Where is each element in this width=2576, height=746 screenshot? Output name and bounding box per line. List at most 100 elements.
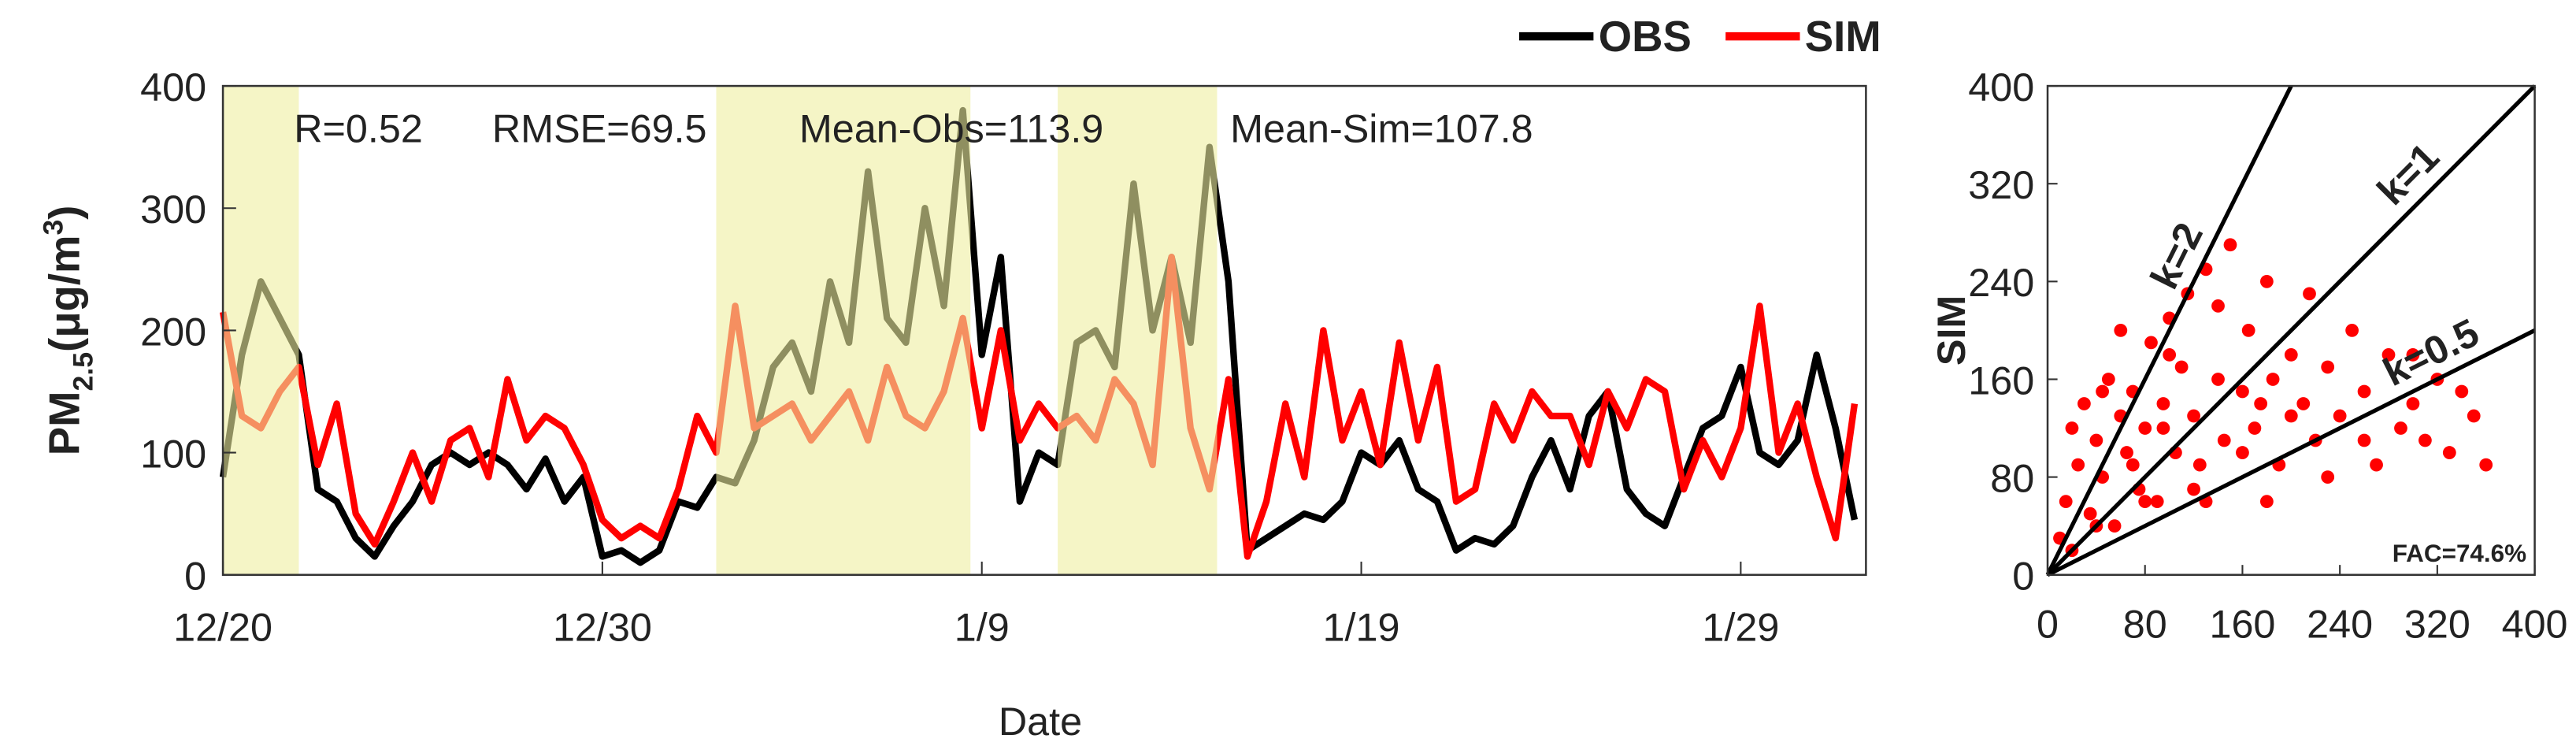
reference-line-label: k=1 [2368, 134, 2448, 213]
scatter-point [2083, 507, 2097, 521]
x-tick-label: 240 [2307, 601, 2373, 646]
scatter-point [2077, 397, 2091, 410]
scatter-point [2357, 384, 2371, 399]
x-tick-label: 80 [2123, 601, 2167, 646]
scatter-point [2259, 495, 2274, 509]
y-tick-label: 200 [140, 309, 206, 354]
scatter-point [2345, 324, 2359, 337]
scatter-point [2211, 373, 2225, 386]
y-tick-label: 80 [1990, 455, 2034, 500]
scatter-point [2284, 409, 2298, 423]
y-tick-label: 0 [2012, 554, 2034, 599]
scatter-point [2406, 397, 2420, 410]
y-tick-label: 320 [1968, 162, 2034, 207]
scatter-point [2187, 409, 2200, 423]
legend-label: SIM [1805, 13, 1881, 61]
scatter-point [2144, 336, 2158, 350]
stat-annotation: R=0.52 [294, 106, 423, 150]
scatter-point [2442, 446, 2456, 459]
y-label-base: PM [41, 391, 89, 455]
scatter-point [2150, 495, 2164, 509]
plot-frame [2046, 84, 2536, 576]
scatter-point [2254, 397, 2268, 410]
scatter-point [2126, 458, 2140, 472]
scatter-point [2357, 433, 2371, 447]
scatter-point [2107, 519, 2122, 533]
scatter-point [2156, 397, 2170, 410]
scatter-point [2479, 458, 2493, 472]
scatter-point [2394, 421, 2407, 435]
x-tick-label: 1/29 [1702, 605, 1779, 650]
y-tick-label: 400 [140, 65, 206, 109]
scatter-point [2418, 433, 2432, 447]
reference-line [2046, 84, 2537, 577]
y-tick-label: 0 [184, 554, 206, 599]
series-line [219, 106, 1859, 566]
reference-line-label: k=2 [2141, 216, 2211, 296]
reference-line [2046, 328, 2536, 577]
scatter-point [2223, 238, 2237, 252]
scatter-point [2381, 348, 2396, 362]
scatter-point [2163, 348, 2177, 362]
scatter-point [2284, 348, 2298, 362]
scatter-point [2236, 446, 2249, 459]
x-axis-label: Date [999, 699, 1082, 744]
scatter-point [2192, 458, 2207, 472]
x-tick-label: 0 [2037, 601, 2059, 646]
scatter-point [2241, 324, 2255, 337]
scatter-point [2187, 482, 2200, 496]
y-tick-label: 240 [1968, 260, 2034, 305]
stat-annotation: Mean-Obs=113.9 [799, 106, 1103, 150]
scatter-point [2406, 348, 2420, 362]
scatter-point [2266, 373, 2280, 386]
y-label-mid: (μg/m [41, 236, 89, 352]
reference-line [2045, 84, 2293, 576]
scatter-point [2174, 360, 2189, 374]
scatter-point [2455, 384, 2469, 399]
y-axis-label: PM2.5(μg/m3) [38, 206, 99, 456]
y-tick-label: 100 [140, 431, 206, 476]
scatter-point [2089, 433, 2103, 447]
x-tick-label: 12/20 [173, 605, 272, 650]
scatter-point [2321, 360, 2335, 374]
scatter-point [2217, 433, 2231, 447]
scatter-point [2096, 384, 2110, 399]
stat-annotation: RMSE=69.5 [492, 106, 707, 150]
y-tick-label: 300 [140, 187, 206, 232]
scatter-point [2248, 421, 2262, 435]
x-tick-label: 1/19 [1323, 605, 1400, 650]
scatter-point [2120, 446, 2133, 459]
x-tick-label: 320 [2404, 601, 2470, 646]
scatter-point [2071, 458, 2085, 472]
plot-frame [221, 84, 1867, 576]
x-tick-label: 1/9 [954, 605, 1010, 650]
y-label-end: ) [41, 206, 89, 220]
scatter-point [2259, 274, 2274, 288]
x-tick-label: 400 [2502, 601, 2568, 646]
scatter-point [2138, 495, 2152, 509]
shaded-period [1058, 86, 1218, 575]
scatter-point [2321, 470, 2335, 484]
scatter-point [2101, 373, 2115, 386]
scatter-point [2333, 409, 2347, 423]
shaded-period [716, 86, 971, 575]
scatter-y-label: SIM [1929, 295, 1974, 366]
series-line [219, 254, 1859, 560]
scatter-point [2236, 384, 2249, 399]
scatter-point [2156, 421, 2170, 435]
y-tick-label: 400 [1968, 65, 2034, 109]
x-tick-label: 160 [2209, 601, 2275, 646]
scatter-point [2296, 397, 2311, 410]
y-tick-label: 160 [1968, 358, 2034, 403]
scatter-point [2303, 287, 2316, 301]
scatter-point [2059, 495, 2073, 509]
y-label-sup: 3 [38, 220, 69, 236]
stat-annotation: Mean-Sim=107.8 [1230, 106, 1533, 150]
scatter-point [2211, 299, 2225, 313]
legend-label: OBS [1599, 13, 1692, 61]
scatter-point [2065, 421, 2079, 435]
scatter-point [2114, 324, 2128, 337]
fac-annotation: FAC=74.6% [2393, 540, 2526, 567]
x-tick-label: 12/30 [553, 605, 652, 650]
